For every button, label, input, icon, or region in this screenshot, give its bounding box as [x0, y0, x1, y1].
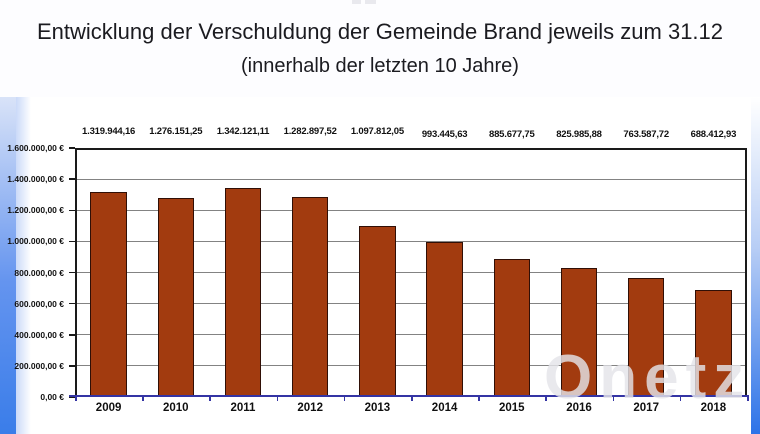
cropped-artifact: [365, 0, 376, 4]
bar: [157, 198, 194, 397]
x-tick: [612, 397, 615, 401]
bar-value-label: 1.097.812,05: [350, 126, 404, 137]
bar: [493, 259, 530, 397]
x-axis-label: 2011: [230, 402, 256, 414]
bar: [560, 268, 598, 397]
panel-gradient-left: [0, 97, 16, 434]
y-tick: [69, 178, 75, 180]
x-axis-label: 2016: [566, 402, 592, 414]
bar: [292, 197, 329, 397]
x-axis-label: 2009: [95, 402, 122, 414]
y-axis-label: 400.000,00 €: [14, 329, 64, 340]
bar: [426, 242, 463, 397]
x-axis-label: 2013: [364, 402, 391, 414]
y-tick: [69, 147, 75, 149]
cropped-artifact: [352, 0, 361, 4]
gridline: [77, 365, 745, 367]
x-tick: [747, 397, 749, 401]
y-tick: [69, 240, 75, 243]
y-axis-label: 0,00 €: [40, 392, 64, 402]
bar-value-label: 885.677,75: [489, 129, 535, 140]
bar-value-label: 825.985,88: [556, 129, 602, 140]
x-tick: [343, 397, 346, 401]
x-axis-label: 2017: [633, 402, 659, 414]
y-axis-label: 200.000,00 €: [14, 360, 64, 371]
y-tick: [69, 271, 75, 274]
x-axis-label: 2014: [431, 402, 458, 414]
gridline: [77, 240, 745, 242]
y-tick: [69, 396, 75, 398]
gridline: [77, 303, 745, 305]
y-tick: [69, 365, 75, 367]
gridline: [77, 272, 745, 273]
x-axis-label: 2012: [297, 402, 323, 414]
bar-value-label: 1.282.897,52: [283, 126, 337, 137]
bar-value-label: 1.319.944,16: [82, 126, 136, 137]
bar-value-label: 688.412,93: [690, 129, 737, 140]
gridline: [77, 209, 745, 211]
x-tick: [679, 397, 682, 401]
x-axis-label: 2010: [162, 402, 189, 414]
x-tick: [411, 397, 413, 401]
panel-gradient-left-fade: [16, 97, 31, 434]
y-axis-label: 600.000,00 €: [14, 298, 64, 309]
bar: [695, 289, 732, 397]
x-tick: [276, 397, 279, 401]
y-tick: [69, 334, 75, 336]
bar-value-label: 763.587,72: [623, 129, 669, 140]
y-axis-label: 1.000.000,00 €: [7, 236, 64, 247]
x-axis-label: 2018: [700, 402, 727, 414]
gridline: [77, 334, 745, 336]
y-axis-label: 1.600.000,00 €: [7, 143, 64, 153]
watermark: Onetz: [544, 343, 752, 412]
y-tick: [69, 302, 75, 305]
bar: [628, 278, 665, 397]
bar: [359, 226, 396, 397]
x-tick: [545, 397, 547, 401]
x-axis-line: [69, 395, 749, 397]
x-tick: [75, 397, 77, 401]
x-tick: [209, 397, 211, 401]
bar: [224, 188, 262, 397]
y-axis-label: 1.200.000,00 €: [7, 205, 64, 216]
bar-value-label: 1.276.151,25: [149, 126, 203, 137]
panel-gradient-right: [751, 97, 760, 434]
bar: [90, 191, 127, 397]
bar-value-label: 1.342.121,11: [216, 126, 270, 137]
chart-title-line1: Entwicklung der Verschuldung der Gemeind…: [36, 19, 724, 44]
y-tick: [69, 209, 75, 211]
x-tick: [142, 397, 144, 401]
x-tick: [478, 397, 480, 401]
x-axis-label: 2015: [498, 402, 525, 414]
chart-title-line2: (innerhalb der letzten 10 Jahre): [241, 55, 519, 77]
bar-value-label: 993.445,63: [421, 129, 468, 140]
gridline: [77, 178, 745, 180]
y-axis-label: 1.400.000,00 €: [7, 174, 64, 185]
y-axis-label: 800.000,00 €: [14, 267, 64, 278]
